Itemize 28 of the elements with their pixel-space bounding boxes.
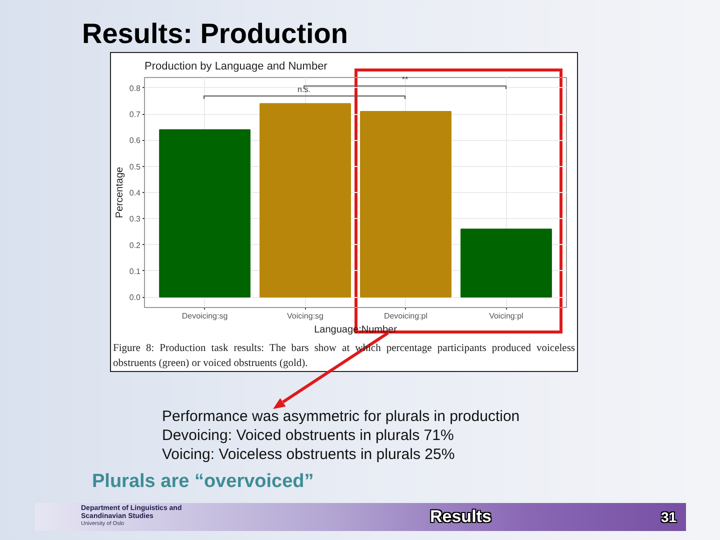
- text: Voicing: Voiceless obstruents in plurals 25%: [162, 446, 455, 464]
- bar: [159, 129, 250, 298]
- x-tick-label: Voicing:pl: [489, 312, 524, 320]
- annotation: **: [402, 75, 408, 85]
- y-tick-label: 0.4: [129, 188, 142, 198]
- y-tick-label: 0.3: [129, 214, 142, 224]
- chart-title: Results: Production: [82, 17, 348, 51]
- x-tick-label: Voicing:sg: [287, 312, 324, 320]
- text: Plurals are “overvoiced”: [92, 470, 314, 494]
- x-tick-label: Devoicing:sg: [182, 312, 228, 320]
- chart-subtitle: Production by Language and Number: [144, 60, 328, 72]
- annotation: n.s.: [298, 85, 310, 95]
- bar: [460, 228, 552, 298]
- y-tick-label: 0.7: [129, 110, 142, 120]
- y-tick-label: 0.2: [129, 240, 142, 250]
- y-tick-label: 0.5: [129, 162, 142, 172]
- y-tick-label: 0.1: [129, 266, 142, 276]
- text: Results: [430, 506, 492, 528]
- text: 31: [661, 508, 677, 526]
- bar: [260, 103, 351, 298]
- y-axis-title: Percentage: [114, 166, 126, 218]
- text: Devoicing: Voiced obstruents in plurals 71%: [162, 427, 454, 445]
- y-tick-label: 0.6: [129, 136, 142, 146]
- x-tick-label: Devoicing:pl: [384, 312, 428, 320]
- y-tick-label: 0.8: [129, 84, 142, 93]
- text: Performance was asymmetric for plurals in production: [162, 408, 520, 426]
- y-tick-label: 0.0: [129, 293, 142, 302]
- bar: [360, 110, 452, 298]
